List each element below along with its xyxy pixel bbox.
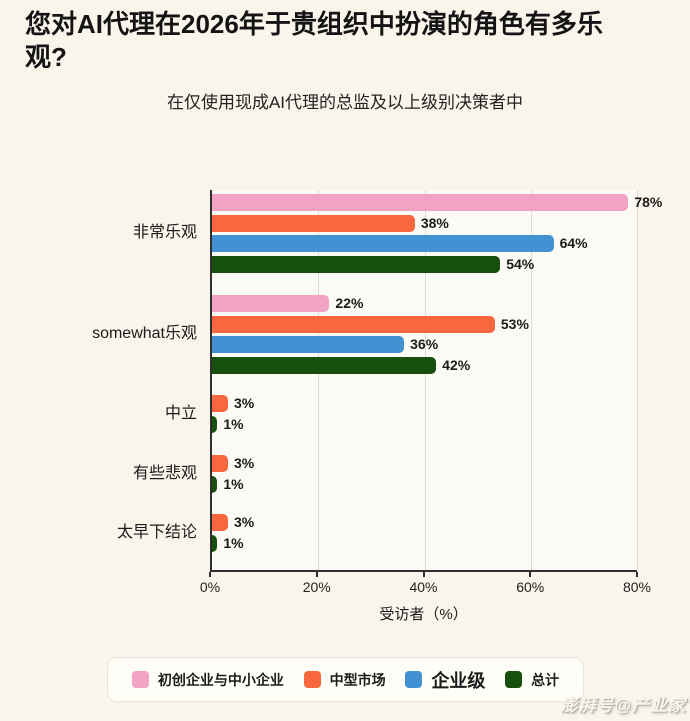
bar-somewhat乐观-中型市场 bbox=[212, 315, 495, 333]
x-tick bbox=[636, 572, 638, 577]
chart-subtitle: 在仅使用现成AI代理的总监及以上级别决策者中 bbox=[166, 93, 524, 112]
x-tick-label: 0% bbox=[199, 579, 221, 595]
legend: 初创企业与中小企业 中型市场 企业级 总计 bbox=[107, 657, 584, 702]
watermark: 澎湃号@产业家 bbox=[560, 696, 686, 715]
bar-太早下结论-总计 bbox=[212, 534, 218, 552]
x-tick bbox=[315, 572, 318, 577]
bar-非常乐观-中型市场 bbox=[212, 214, 415, 232]
bar-value-label: 3% bbox=[234, 514, 255, 530]
legend-item-总计: 总计 bbox=[505, 670, 559, 690]
legend-label: 初创企业与中小企业 bbox=[157, 671, 284, 688]
bar-value-label: 3% bbox=[234, 395, 255, 411]
x-tick bbox=[209, 572, 211, 577]
x-tick-label: 80% bbox=[622, 579, 652, 595]
legend-label: 企业级 bbox=[431, 670, 486, 691]
bar-value-label: 3% bbox=[234, 455, 255, 471]
bar-非常乐观-总计 bbox=[212, 255, 501, 273]
bar-有些悲观-总计 bbox=[212, 475, 218, 493]
bar-value-label: 36% bbox=[410, 336, 439, 352]
bar-value-label: 53% bbox=[500, 315, 529, 332]
legend-label: 总计 bbox=[531, 671, 560, 688]
gridline bbox=[318, 190, 320, 570]
bar-value-label: 38% bbox=[420, 214, 449, 231]
category-label-2: 中立 bbox=[164, 404, 197, 422]
legend-swatch-icon bbox=[131, 671, 149, 688]
bar-value-label: 64% bbox=[559, 235, 588, 251]
x-tick-label: 20% bbox=[302, 579, 331, 595]
bar-value-label: 1% bbox=[223, 415, 244, 432]
bar-中立-中型市场 bbox=[212, 395, 228, 412]
bar-非常乐观-企业级 bbox=[212, 235, 554, 252]
legend-item-中型市场: 中型市场 bbox=[303, 670, 386, 690]
gridline bbox=[637, 190, 638, 570]
bar-value-label: 42% bbox=[442, 356, 471, 373]
gridline bbox=[424, 190, 426, 570]
plot-area: 78% 38% 64% 54% 22% 53% 36% 42% 3% 1% 3% 1% 3% 1% bbox=[210, 190, 662, 572]
legend-item-初创企业与中小企业: 初创企业与中小企业 bbox=[131, 670, 284, 690]
legend-label: 中型市场 bbox=[329, 671, 386, 688]
bar-太早下结论-中型市场 bbox=[212, 514, 228, 531]
bar-value-label: 78% bbox=[634, 194, 663, 210]
bar-中立-总计 bbox=[212, 415, 218, 433]
x-tick-label: 40% bbox=[409, 579, 438, 595]
legend-swatch-icon bbox=[405, 671, 423, 688]
bar-value-label: 22% bbox=[335, 295, 364, 311]
category-label-0: 非常乐观 bbox=[132, 224, 197, 242]
x-axis-label: 受访者（%） bbox=[379, 606, 468, 623]
x-tick-label: 60% bbox=[516, 579, 545, 595]
chart-title: 您对AI代理在2026年于贵组织中扮演的角色有多乐观? bbox=[25, 9, 603, 72]
gridline bbox=[530, 190, 532, 570]
category-label-1: somewhat乐观 bbox=[92, 325, 197, 343]
bar-somewhat乐观-企业级 bbox=[212, 336, 405, 353]
x-tick bbox=[529, 572, 532, 577]
bar-有些悲观-中型市场 bbox=[212, 455, 228, 472]
bar-value-label: 1% bbox=[223, 475, 244, 492]
bar-非常乐观-初创企业与中小企业 bbox=[212, 194, 629, 211]
x-tick bbox=[422, 572, 425, 577]
category-label-3: 有些悲观 bbox=[132, 464, 197, 482]
legend-swatch-icon bbox=[303, 671, 321, 688]
bar-value-label: 54% bbox=[506, 255, 535, 272]
category-label-4: 太早下结论 bbox=[116, 523, 197, 541]
legend-item-企业级: 企业级 bbox=[405, 667, 485, 693]
bar-value-label: 1% bbox=[223, 534, 244, 551]
legend-swatch-icon bbox=[505, 671, 523, 688]
bar-somewhat乐观-总计 bbox=[212, 356, 437, 374]
bar-somewhat乐观-初创企业与中小企业 bbox=[212, 295, 330, 312]
